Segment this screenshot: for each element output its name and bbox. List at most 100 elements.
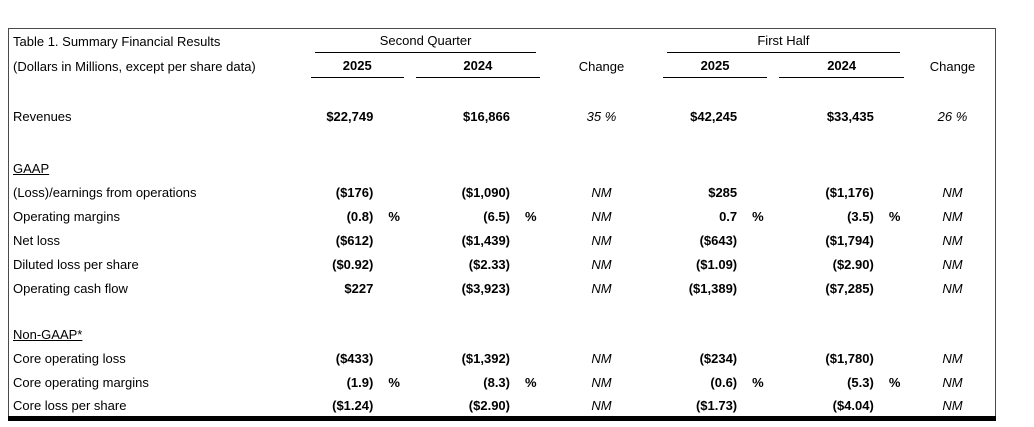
cell-fh24p xyxy=(874,395,910,419)
cell-sq24: ($2.90) xyxy=(468,397,510,413)
cell-fh24: (3.5) xyxy=(847,209,874,224)
year-label-fh-2024: 2024 xyxy=(779,54,904,78)
cell-sq25: ($1.24) xyxy=(332,397,374,413)
cell-sq25p xyxy=(373,253,409,277)
row-label: Core operating loss xyxy=(13,351,126,366)
cell-sq25p xyxy=(373,105,409,129)
cell-fh25: 0.7 xyxy=(719,209,738,224)
section-row: Non-GAAP* xyxy=(9,323,996,347)
spacer-row xyxy=(9,129,996,157)
cell-sq24p xyxy=(510,229,546,253)
cell-sq24: ($1,392) xyxy=(461,351,510,366)
col-header-fh-change: Change xyxy=(929,58,976,74)
row-label: Operating margins xyxy=(13,209,120,224)
cell-sqchg: 35 % xyxy=(586,109,617,124)
spacer-cell xyxy=(9,129,996,157)
col-group-gap xyxy=(546,29,657,54)
cell-sq24: (8.3) xyxy=(483,375,510,390)
cell-sq24p xyxy=(510,105,546,129)
cell-fh24: ($4.04) xyxy=(832,397,874,413)
row-label: (Loss)/earnings from operations xyxy=(13,185,197,200)
table-row: (Loss)/earnings from operations ($176) ($1… xyxy=(9,181,996,205)
cell-sq24p xyxy=(510,277,546,301)
table-title: Table 1. Summary Financial Results xyxy=(13,33,221,49)
cell-sq24: ($3,923) xyxy=(461,281,510,296)
year-label-sq-2025: 2025 xyxy=(310,54,404,78)
spacer-row xyxy=(9,301,996,323)
cell-sq25: ($176) xyxy=(335,185,374,200)
section-label: Non-GAAP* xyxy=(13,327,83,342)
cell-fh25: (0.6) xyxy=(710,375,738,390)
cell-sq25p xyxy=(373,395,409,419)
cell-fh25: $42,245 xyxy=(690,109,738,124)
cell-fh24: ($1,176) xyxy=(825,185,874,200)
cell-fh24p xyxy=(874,253,910,277)
cell-fh25p xyxy=(737,105,773,129)
cell-sq24p: % xyxy=(525,209,537,224)
summary-financial-table: Table 1. Summary Financial Results Secon… xyxy=(8,28,996,421)
cell-fh24p: % xyxy=(888,375,901,390)
cell-sq25: ($612) xyxy=(335,233,374,248)
cell-fh24p xyxy=(874,105,910,129)
row-label: Net loss xyxy=(13,233,60,248)
col-header-sq-change: Change xyxy=(578,58,625,74)
cell-fh25p: % xyxy=(752,375,764,390)
row-label: Core operating margins xyxy=(13,375,149,390)
cell-sq24: ($2.33) xyxy=(468,257,510,272)
cell-fh25p xyxy=(737,181,773,205)
table-header-columns: (Dollars in Millions, except per share d… xyxy=(9,54,996,79)
row-label: Revenues xyxy=(13,109,72,124)
col-group-second-quarter-label: Second Quarter xyxy=(314,29,537,54)
cell-fhchg: NM xyxy=(942,375,963,390)
year-label-fh-2025: 2025 xyxy=(662,54,768,78)
cell-sq25: ($433) xyxy=(335,351,374,366)
col-group-first-half-label: First Half xyxy=(666,29,900,54)
col-header-fh-2024: 2024 xyxy=(773,54,910,79)
cell-fh24p xyxy=(874,181,910,205)
cell-fh25: $285 xyxy=(708,185,738,200)
cell-sq24p xyxy=(510,253,546,277)
section-cell: Non-GAAP* xyxy=(9,323,996,347)
row-label: Diluted loss per share xyxy=(13,257,139,272)
cell-sqchg: NM xyxy=(591,209,612,224)
row-label: Operating cash flow xyxy=(13,281,128,296)
col-group-second-quarter: Second Quarter xyxy=(305,29,546,54)
cell-sqchg: NM xyxy=(591,185,612,200)
row-label: Core loss per share xyxy=(13,397,127,413)
cell-sq25p: % xyxy=(388,209,400,224)
table-row: Core operating margins (1.9)% (8.3)% NM (0.6… xyxy=(9,371,996,395)
cell-sq25p xyxy=(373,277,409,301)
cell-fh24: ($2.90) xyxy=(832,257,874,272)
table-row: Net loss ($612) ($1,439) NM ($643) ($1,794) NM xyxy=(9,229,996,253)
cell-sq24: $16,866 xyxy=(463,109,510,124)
cell-sq25: $227 xyxy=(344,281,374,296)
table-row: Diluted loss per share ($0.92) ($2.33) NM ($… xyxy=(9,253,996,277)
cell-fhchg: NM xyxy=(942,281,963,296)
cell-fh25: ($643) xyxy=(699,233,738,248)
cell-sq25p: % xyxy=(388,375,400,390)
cell-fh25p xyxy=(737,347,773,371)
cell-sq24: ($1,439) xyxy=(461,233,510,248)
col-header-sq-2025: 2025 xyxy=(305,54,410,79)
cell-sq25: ($0.92) xyxy=(332,257,374,272)
col-header-fh-2025: 2025 xyxy=(657,54,774,79)
spacer-cell xyxy=(9,301,996,323)
table-subtitle: (Dollars in Millions, except per share d… xyxy=(13,58,256,74)
spacer-cell xyxy=(9,79,996,105)
table-row: Operating margins (0.8)% (6.5)% NM 0.7% (3.5)… xyxy=(9,205,996,229)
year-label-sq-2024: 2024 xyxy=(415,54,541,78)
cell-fh24: $33,435 xyxy=(826,109,874,124)
cell-fh25: ($1,389) xyxy=(688,281,738,296)
cell-sq25: (1.9) xyxy=(346,375,374,390)
cell-sq24p xyxy=(510,395,546,419)
cell-sqchg: NM xyxy=(591,257,612,272)
cell-sqchg: NM xyxy=(591,397,612,413)
cell-sq24: ($1,090) xyxy=(461,185,510,200)
cell-fhchg: 26 % xyxy=(937,109,968,124)
cell-fh24p xyxy=(874,277,910,301)
cell-sq25: (0.8) xyxy=(346,209,374,224)
cell-fh25p xyxy=(737,229,773,253)
cell-sq25: $22,749 xyxy=(326,109,374,124)
cell-fh24: (5.3) xyxy=(847,375,874,390)
